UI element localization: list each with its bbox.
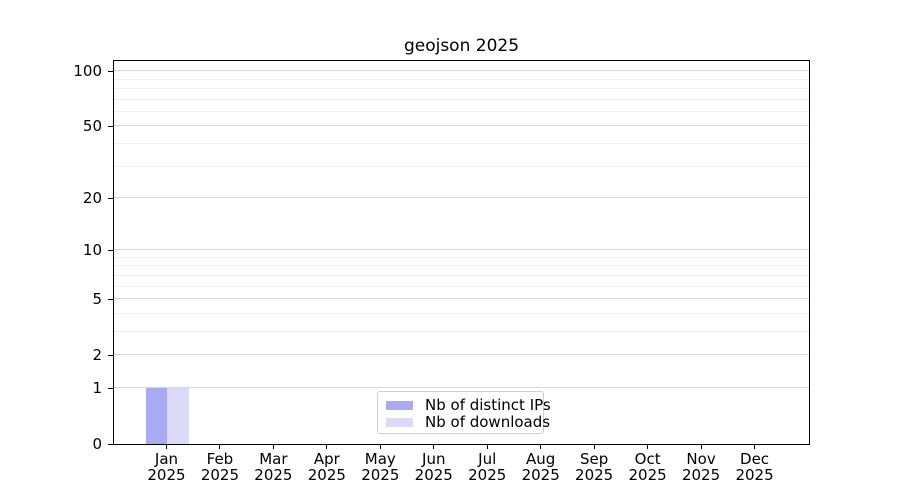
x-tick-mark — [593, 444, 595, 449]
legend-item-downloads: Nb of downloads — [386, 414, 550, 430]
y-tick-label: 50 — [82, 117, 102, 136]
x-tick-mark — [486, 444, 488, 449]
gridline-minor — [114, 265, 809, 267]
legend-item-distinct-ips: Nb of distinct IPs — [386, 397, 551, 413]
y-tick-mark — [108, 299, 113, 301]
gridline-minor — [114, 98, 809, 100]
y-tick-mark — [108, 71, 113, 73]
x-axis: Jan 2025 Feb 2025 Mar 2025 Apr 2025 May 2025… — [113, 444, 810, 500]
legend-swatch-downloads — [386, 417, 413, 427]
x-tick-label: Aug 2025 — [521, 450, 560, 484]
y-tick-label: 10 — [82, 241, 102, 260]
gridline-minor — [114, 87, 809, 89]
gridline-major — [114, 387, 809, 388]
x-tick-mark — [272, 444, 274, 449]
gridline-minor — [114, 275, 809, 276]
gridline-major — [114, 197, 809, 199]
bar-downloads — [167, 388, 189, 444]
gridline-major — [114, 249, 809, 251]
gridline-minor — [114, 331, 809, 332]
gridline-major — [114, 298, 809, 300]
x-tick-label: Feb 2025 — [200, 450, 240, 484]
x-tick-label: Dec 2025 — [735, 450, 774, 484]
x-tick-mark — [379, 444, 381, 449]
plot-area — [113, 60, 810, 445]
y-tick-label: 100 — [73, 62, 102, 81]
x-tick-label: Mar 2025 — [254, 450, 293, 484]
x-tick-label: Jul 2025 — [468, 450, 507, 484]
x-tick-mark — [540, 444, 542, 449]
x-tick-mark — [433, 444, 435, 449]
y-tick-label: 5 — [92, 290, 102, 309]
x-tick-label: Sep 2025 — [575, 450, 614, 484]
x-tick-mark — [700, 444, 702, 449]
gridline-minor — [114, 165, 809, 167]
y-tick-label: 2 — [92, 346, 102, 365]
y-tick-mark — [108, 126, 113, 128]
gridline-minor — [114, 312, 809, 314]
x-tick-label: Nov 2025 — [681, 450, 721, 484]
gridline-major — [114, 125, 809, 127]
legend-label-distinct-ips: Nb of distinct IPs — [425, 396, 551, 414]
y-tick-mark — [108, 355, 113, 357]
bar-distinct-ips — [146, 388, 168, 444]
gridline-minor — [114, 285, 809, 287]
y-axis: 0 1 2 5 10 20 50 100 — [0, 60, 113, 453]
x-tick-mark — [754, 444, 756, 449]
x-tick-label: May 2025 — [361, 450, 400, 484]
gridline-major — [114, 70, 809, 72]
gridline-major — [114, 354, 809, 356]
x-tick-mark — [219, 444, 221, 449]
x-tick-mark — [326, 444, 328, 449]
legend-swatch-distinct-ips — [386, 400, 413, 410]
gridline-minor — [114, 256, 809, 258]
x-tick-label: Oct 2025 — [628, 450, 667, 484]
y-tick-mark — [108, 387, 113, 389]
y-tick-label: 0 — [92, 435, 102, 453]
x-tick-label: Apr 2025 — [307, 450, 346, 484]
chart-title: geojson 2025 — [403, 36, 520, 56]
legend: Nb of distinct IPs Nb of downloads — [377, 391, 551, 434]
x-tick-mark — [165, 444, 167, 449]
gridline-minor — [114, 142, 809, 144]
x-tick-label: Jan 2025 — [147, 450, 186, 484]
x-tick-label: Jun 2025 — [414, 450, 453, 484]
y-tick-mark — [108, 198, 113, 200]
legend-label-downloads: Nb of downloads — [425, 413, 551, 431]
y-tick-mark — [108, 250, 113, 252]
gridline-minor — [114, 110, 809, 112]
gridline-minor — [114, 78, 809, 80]
x-tick-mark — [647, 444, 649, 449]
y-tick-label: 1 — [92, 378, 102, 397]
y-tick-mark — [108, 444, 113, 445]
y-tick-label: 20 — [82, 189, 102, 208]
